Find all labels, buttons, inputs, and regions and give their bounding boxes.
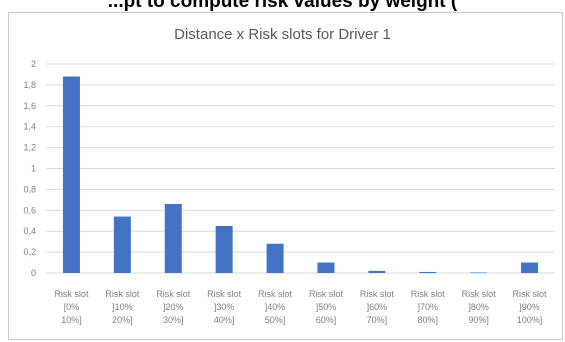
y-tick-label: 1,2	[23, 143, 36, 153]
bar	[521, 262, 539, 273]
bar	[62, 76, 80, 273]
label-layer: 0 0,2 0,4 0,6 0,8 1 1,2 1,4 1,6 1,8 2 Risk slot [0% 1…	[23, 59, 547, 325]
bar-layer	[62, 76, 539, 274]
y-tick-label: 2	[31, 59, 36, 69]
bar	[215, 225, 233, 273]
category-label: Risk slot]10% 20%]	[105, 289, 140, 325]
y-tick-label: 0,8	[23, 184, 36, 194]
y-tick-label: 0,6	[23, 205, 36, 215]
category-label: Risk slot]30% 40%]	[207, 289, 242, 325]
bar	[470, 272, 488, 274]
category-label: Risk slot]70% 80%]	[411, 289, 446, 325]
bar	[266, 243, 284, 273]
y-tick-label: 1	[31, 164, 36, 174]
bar	[113, 216, 131, 273]
y-tick-label: 1,8	[23, 80, 36, 90]
category-label: Risk slot]60% 70%]	[360, 289, 395, 325]
chart-frame	[8, 12, 563, 340]
y-tick-label: 1,6	[23, 101, 36, 111]
y-tick-label: 0,2	[23, 247, 36, 257]
grid-layer	[46, 63, 555, 274]
bar	[164, 204, 182, 273]
category-label: Risk slot [0% 10%]	[54, 289, 89, 325]
y-tick-label: 0,4	[23, 226, 36, 236]
top-caption: ...pt to compute risk values by weight (	[107, 0, 458, 12]
chart-title: Distance x Risk slots for Driver 1	[174, 26, 391, 43]
bar	[419, 271, 437, 273]
bar	[368, 270, 386, 273]
category-label: Risk slot]80% 90%]	[462, 289, 497, 325]
category-label: Risk slot]90% 100%]	[513, 289, 548, 325]
y-tick-label: 1,4	[23, 122, 36, 132]
y-tick-label: 0	[31, 268, 36, 278]
category-label: Risk slot]50% 60%]	[309, 289, 344, 325]
category-label: Risk slot]40% 50%]	[258, 289, 293, 325]
bar	[317, 262, 335, 273]
category-label: Risk slot]20% 30%]	[156, 289, 191, 325]
